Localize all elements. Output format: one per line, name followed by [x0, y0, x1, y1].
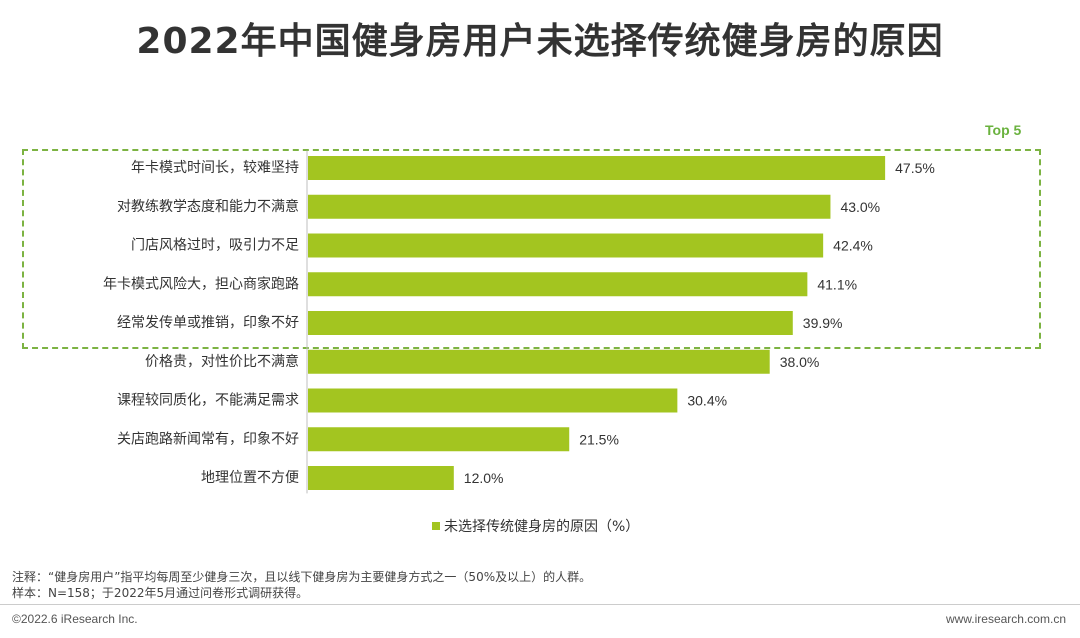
value-label: 30.4% — [687, 393, 727, 409]
legend-swatch — [432, 522, 440, 530]
value-label: 47.5% — [895, 160, 935, 176]
bar — [308, 388, 678, 413]
bar — [308, 349, 770, 374]
note-definition: 注释：“健身房用户”指平均每周至少健身三次，且以线下健身房为主要健身方式之一（5… — [12, 570, 592, 584]
category-label: 年卡模式风险大，担心商家跑路 — [103, 275, 299, 292]
value-label: 38.0% — [780, 354, 820, 370]
bar — [308, 427, 570, 452]
note-sample: 样本：N=158；于2022年5月通过问卷形式调研获得。 — [12, 586, 309, 600]
website-url: www.iresearch.com.cn — [945, 612, 1066, 626]
bar — [308, 466, 454, 490]
bar — [308, 233, 824, 258]
value-label: 12.0% — [464, 470, 504, 486]
category-label: 经常发传单或推销，印象不好 — [117, 315, 299, 331]
category-label: 地理位置不方便 — [201, 470, 299, 486]
bar — [308, 156, 886, 180]
bar — [308, 272, 808, 297]
value-label: 21.5% — [579, 431, 619, 447]
copyright: ©2022.6 iResearch Inc. — [12, 612, 138, 626]
category-label: 关店跑路新闻常有，印象不好 — [117, 431, 299, 447]
category-label: 价格贵，对性价比不满意 — [145, 353, 299, 370]
value-label: 41.1% — [817, 276, 857, 292]
top5-highlight-box — [22, 149, 1041, 349]
category-label: 门店风格过时，吸引力不足 — [131, 238, 299, 254]
value-label: 39.9% — [803, 315, 843, 331]
bar — [308, 311, 793, 335]
category-label: 年卡模式时间长，较难坚持 — [131, 160, 299, 176]
category-label: 课程较同质化，不能满足需求 — [117, 393, 299, 409]
bar — [308, 194, 831, 219]
value-label: 43.0% — [840, 199, 880, 215]
value-label: 42.4% — [833, 238, 873, 254]
top5-label: Top 5 — [985, 122, 1022, 138]
category-label: 对教练教学态度和能力不满意 — [117, 198, 299, 215]
legend-label: 未选择传统健身房的原因（%） — [444, 519, 640, 535]
chart-title: 2022年中国健身房用户未选择传统健身房的原因 — [136, 21, 944, 62]
legend: 未选择传统健身房的原因（%） — [432, 516, 639, 536]
footer-divider — [0, 604, 1080, 605]
